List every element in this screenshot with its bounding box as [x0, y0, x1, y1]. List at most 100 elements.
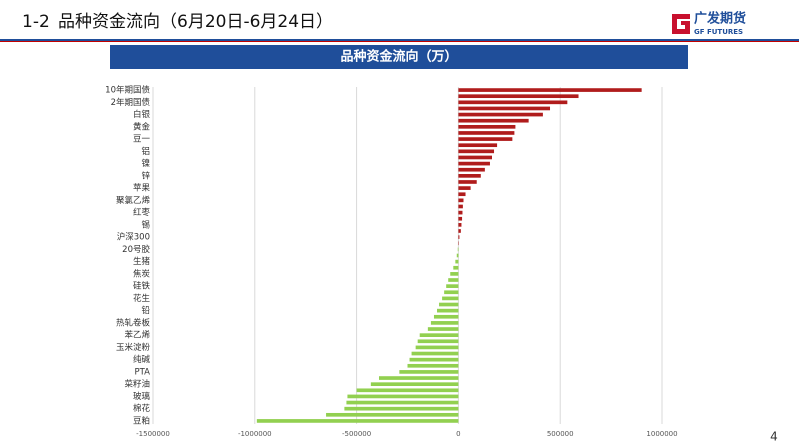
bar	[458, 180, 477, 184]
bar	[458, 229, 461, 233]
bar	[419, 333, 459, 337]
bar	[453, 265, 459, 270]
bar	[437, 308, 459, 313]
bar	[458, 161, 490, 166]
header-rule	[0, 39, 799, 41]
y-tick-label: 玉米淀粉	[116, 342, 151, 353]
logo-name: 广发期货	[694, 11, 746, 27]
bar	[439, 302, 459, 307]
bar	[409, 357, 459, 362]
y-tick-label: 棉花	[133, 403, 151, 414]
bar	[458, 131, 515, 135]
bar	[326, 412, 459, 417]
bar	[458, 100, 568, 105]
y-tick-label: 镍	[141, 158, 150, 169]
bar	[458, 210, 463, 215]
chart-banner	[110, 45, 688, 69]
x-tick-label: -1500000	[136, 430, 170, 438]
bar	[458, 94, 579, 99]
bar	[458, 186, 471, 190]
bar	[433, 314, 459, 319]
y-tick-label: 苯乙烯	[124, 330, 150, 341]
bar	[455, 259, 459, 264]
y-tick-label: 铅	[141, 305, 150, 316]
y-tick-label: 焦炭	[133, 268, 151, 279]
y-tick-label: 豆粕	[133, 415, 150, 426]
bar	[458, 155, 492, 160]
y-tick-label: 白银	[133, 109, 151, 120]
bar	[415, 345, 459, 350]
bar	[450, 272, 459, 276]
bar	[347, 394, 459, 399]
x-tick-label: -500000	[342, 430, 371, 438]
bar	[370, 382, 459, 387]
bar	[458, 235, 460, 239]
bar	[458, 204, 463, 209]
bar	[346, 400, 459, 405]
x-tick-label: 0	[456, 430, 460, 438]
y-tick-label: 锡	[141, 220, 150, 230]
x-tick-label: -1000000	[238, 430, 272, 438]
logo: 广发期货 GF FUTURES	[672, 11, 746, 36]
bar	[457, 247, 459, 252]
bar	[442, 296, 459, 301]
page-number: 4	[770, 430, 778, 444]
y-tick-label: 聚氯乙烯	[116, 195, 151, 206]
bar	[430, 321, 459, 325]
bar	[427, 327, 459, 331]
bar	[458, 216, 463, 221]
x-tick-label: 1000000	[646, 430, 677, 438]
y-tick-label: 菜籽油	[124, 379, 150, 390]
chart-title: 品种资金流向（万）	[340, 49, 457, 65]
bar	[458, 112, 543, 117]
bar	[458, 106, 551, 111]
bar	[378, 376, 459, 380]
bar	[458, 149, 495, 154]
y-tick-label: 玻璃	[133, 391, 151, 402]
bar	[458, 223, 462, 227]
bar	[458, 143, 498, 148]
y-tick-label: 热轧卷板	[116, 317, 151, 328]
y-tick-label: 黄金	[133, 121, 151, 132]
bar	[458, 167, 485, 172]
y-tick-label: 2年期国债	[111, 97, 151, 108]
bar	[458, 137, 513, 141]
y-tick-label: 铝	[141, 146, 150, 157]
y-tick-label: 20号胶	[122, 244, 150, 255]
bar	[458, 124, 516, 129]
bar	[458, 118, 529, 123]
bar	[456, 253, 459, 258]
y-tick-label: PTA	[135, 367, 151, 377]
y-tick-label: 纯碱	[133, 354, 151, 365]
y-tick-label: 沪深300	[117, 232, 150, 243]
y-tick-label: 花生	[133, 293, 151, 304]
bar	[344, 406, 459, 411]
x-tick-label: 500000	[547, 430, 574, 438]
bar	[256, 419, 459, 423]
bar	[407, 363, 459, 368]
y-tick-label: 10年期国债	[105, 85, 150, 96]
logo-mark	[672, 14, 690, 34]
y-tick-label: 豆一	[133, 135, 151, 145]
y-tick-label: 红枣	[133, 207, 151, 218]
bar	[458, 198, 464, 203]
logo-sub: GF FUTURES	[694, 28, 743, 36]
bar	[446, 284, 459, 288]
header-rule-red	[0, 41, 799, 42]
bar	[399, 370, 459, 374]
y-tick-label: 硅铁	[133, 281, 151, 292]
bar	[448, 278, 459, 282]
page-title: 品种资金流向（6月20日-6月24日）	[58, 12, 333, 32]
bar	[417, 339, 459, 344]
bar	[458, 192, 466, 197]
y-tick-label: 锌	[141, 170, 150, 181]
bar	[411, 351, 459, 356]
bar	[356, 388, 459, 393]
bar	[458, 174, 481, 178]
y-tick-label: 苹果	[133, 183, 151, 194]
y-tick-label: 生猪	[133, 256, 151, 267]
section-number: 1-2	[22, 12, 50, 32]
bar	[458, 88, 642, 92]
